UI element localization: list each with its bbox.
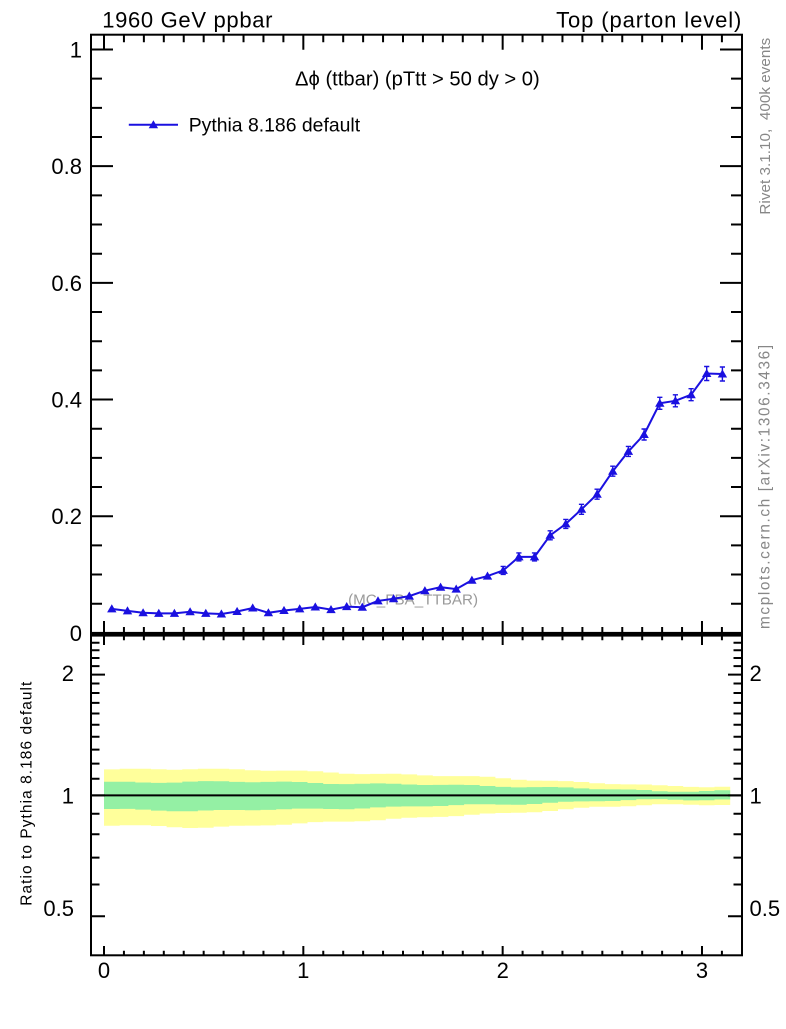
svg-text:Ratio to Pythia 8.186 default: Ratio to Pythia 8.186 default [19, 681, 36, 906]
svg-text:1: 1 [62, 783, 74, 808]
svg-text:0: 0 [98, 958, 110, 983]
svg-text:0.5: 0.5 [750, 896, 781, 921]
svg-text:2: 2 [497, 958, 509, 983]
svg-text:Pythia 8.186 default: Pythia 8.186 default [189, 114, 361, 136]
svg-text:Δϕ (ttbar) (pTtt > 50 dy > 0): Δϕ (ttbar) (pTtt > 50 dy > 0) [295, 69, 540, 91]
svg-text:1960 GeV ppbar: 1960 GeV ppbar [102, 8, 273, 33]
svg-text:Top (parton level): Top (parton level) [556, 8, 742, 33]
svg-text:0.8: 0.8 [51, 154, 82, 179]
svg-text:mcplots.cern.ch [arXiv:1306.34: mcplots.cern.ch [arXiv:1306.3436] [757, 343, 774, 629]
svg-text:0: 0 [70, 621, 82, 646]
svg-text:3: 3 [696, 958, 708, 983]
svg-text:0.6: 0.6 [51, 271, 82, 296]
svg-text:1: 1 [297, 958, 309, 983]
svg-text:2: 2 [62, 661, 74, 686]
svg-text:0.5: 0.5 [43, 896, 74, 921]
svg-text:2: 2 [750, 661, 762, 686]
svg-text:0.4: 0.4 [51, 388, 82, 413]
svg-text:Rivet 3.1.10, 400k events: Rivet 3.1.10, 400k events [757, 37, 774, 214]
svg-text:1: 1 [70, 38, 82, 63]
svg-text:0.2: 0.2 [51, 504, 82, 529]
svg-text:1: 1 [750, 783, 762, 808]
